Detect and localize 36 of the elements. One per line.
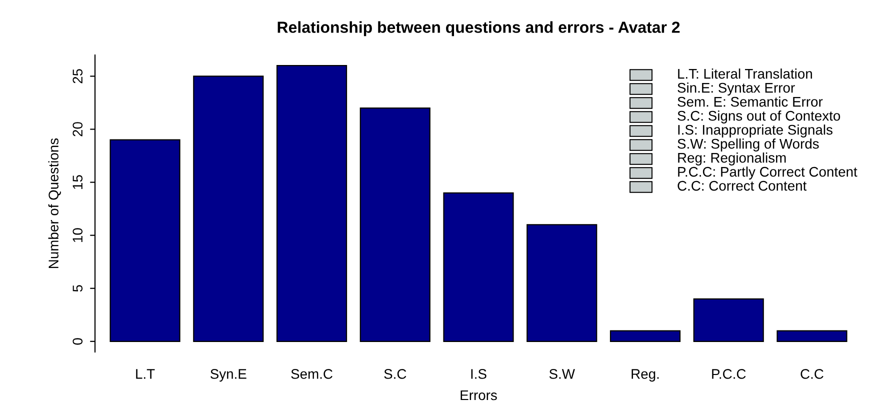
y-tick-label: 10	[72, 228, 83, 242]
x-tick-label: Sem.C	[291, 369, 332, 379]
bar	[526, 224, 598, 342]
y-tick-label: 20	[72, 122, 83, 136]
x-tick-label: P.C.C	[712, 369, 746, 379]
annotation: Reg: Regionalism	[678, 152, 786, 166]
x-tick-label: L.T	[136, 369, 155, 379]
annotation: P.C.C: Partly Correct Content	[678, 166, 858, 180]
annotation: I.S: Inappropriate Signals	[678, 124, 832, 138]
bar	[360, 107, 430, 342]
x-tick-label: I.S	[471, 369, 486, 379]
x-tick-label: S.W	[549, 369, 575, 379]
x-tick-label: C.C	[800, 369, 824, 379]
x-tick-label: Reg.	[632, 369, 659, 382]
bar	[443, 192, 514, 342]
annotation: C.C: Correct Content	[678, 180, 807, 191]
y-tick-label: 0	[72, 338, 83, 345]
annotation: Sem. E: Semantic Error	[678, 96, 823, 107]
bar	[776, 330, 848, 342]
y-tick-label: 25	[72, 69, 83, 84]
annotation: L.T: Literal Translation	[678, 68, 812, 79]
bar	[610, 330, 681, 342]
x-axis-title: Errors	[460, 390, 497, 400]
y-tick-label: 5	[72, 285, 83, 292]
chart-title: Relationship between questions and errors - Avatar 2	[278, 21, 680, 36]
annotation: S.C: Signs out of Contexto	[678, 110, 840, 124]
annotation: S.W: Spelling of Words	[678, 138, 819, 152]
x-tick-label: S.C	[384, 369, 406, 379]
y-tick-label: 15	[72, 175, 83, 189]
bar	[110, 139, 180, 342]
y-axis-title: Number of Questions	[48, 138, 61, 268]
annotation: Sin.E: Syntax Error	[678, 82, 795, 96]
bar	[693, 298, 764, 342]
x-tick-label: Syn.E	[210, 369, 246, 382]
bar	[276, 65, 348, 342]
bar	[193, 76, 264, 342]
